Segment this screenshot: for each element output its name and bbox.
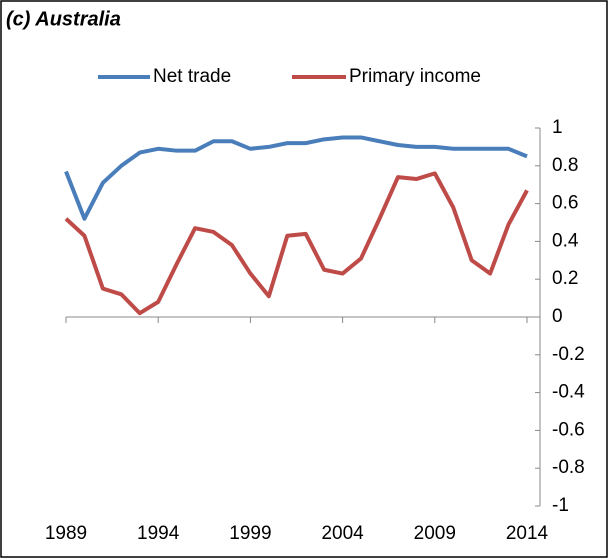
series-line — [64, 171, 529, 316]
y-tick-label: 0.8 — [552, 155, 578, 176]
y-tick-label: 0 — [552, 306, 563, 327]
y-tick-label: 1 — [552, 117, 563, 138]
x-tick-label: 1994 — [137, 523, 180, 544]
legend-label: Primary income — [349, 66, 481, 87]
y-tick-label: 0.2 — [552, 268, 578, 289]
y-tick-label: -0.6 — [552, 419, 585, 440]
chart-title: (c) Australia — [6, 8, 121, 30]
y-tick-label: 0.4 — [552, 230, 579, 251]
x-tick-label: 1989 — [45, 523, 87, 544]
y-tick-label: -1 — [552, 495, 569, 516]
x-tick-label: 1999 — [229, 523, 271, 544]
x-tick-label: 2004 — [321, 523, 364, 544]
y-tick-label: -0.4 — [552, 382, 585, 403]
x-tick-label: 2009 — [414, 523, 456, 544]
y-tick-label: 0.6 — [552, 193, 578, 214]
y-tick-label: -0.8 — [552, 457, 585, 478]
legend-label: Net trade — [153, 66, 231, 87]
x-tick-label: 2014 — [506, 523, 549, 544]
y-tick-label: -0.2 — [552, 344, 585, 365]
series-line — [64, 135, 528, 221]
